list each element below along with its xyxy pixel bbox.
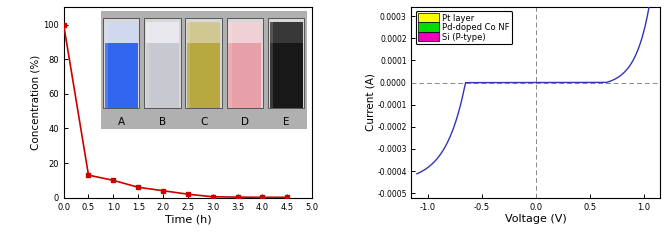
Legend: Pt layer, Pd-doped Co NF, Si (P-type): Pt layer, Pd-doped Co NF, Si (P-type) [415,11,513,44]
X-axis label: Time (h): Time (h) [165,214,211,224]
Y-axis label: Current (A): Current (A) [366,73,376,132]
X-axis label: Voltage (V): Voltage (V) [505,214,567,224]
Y-axis label: Concentration (%): Concentration (%) [30,55,40,150]
